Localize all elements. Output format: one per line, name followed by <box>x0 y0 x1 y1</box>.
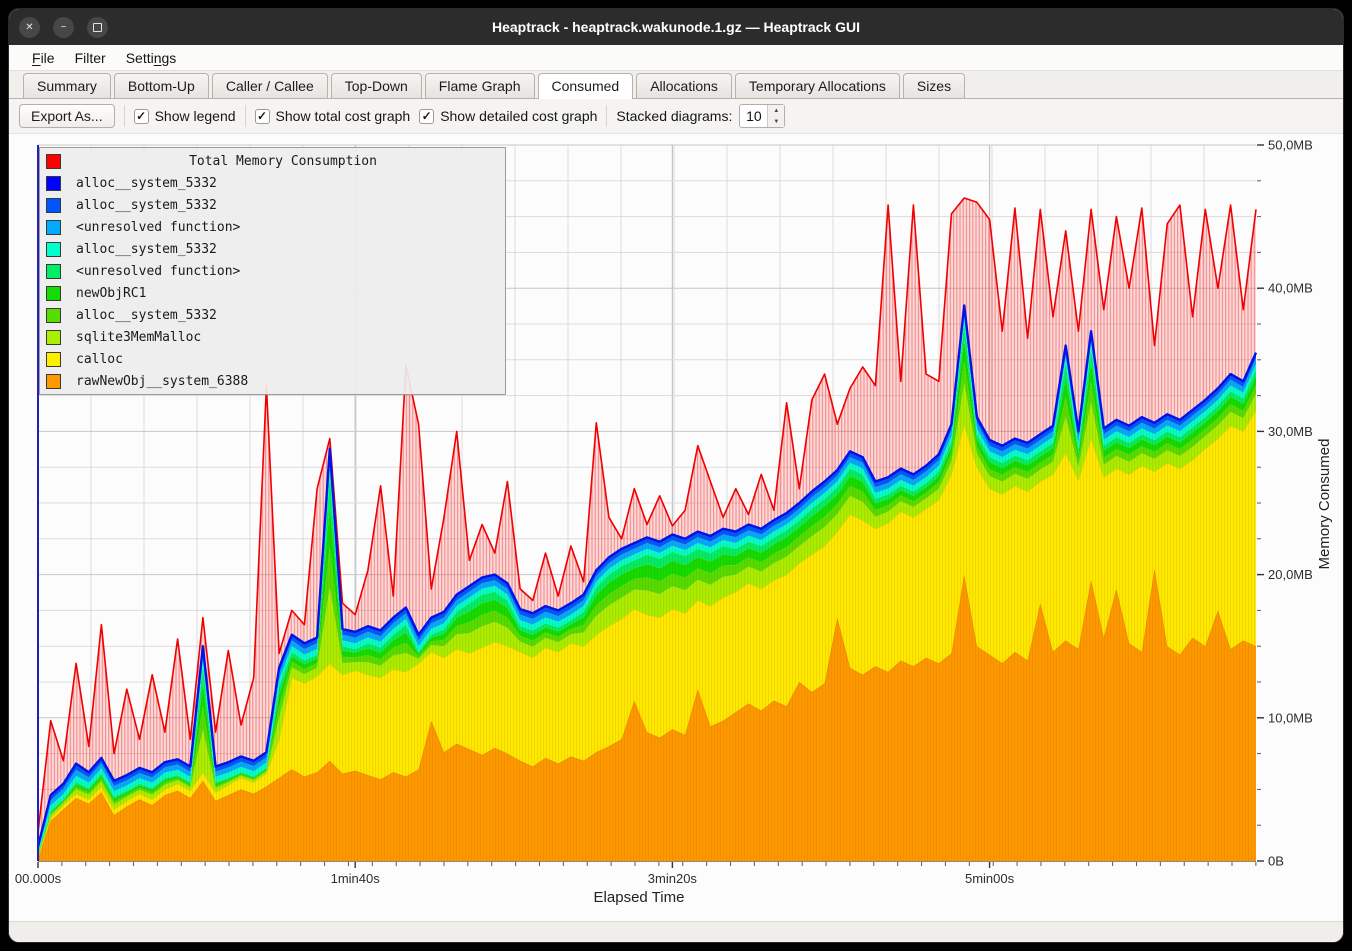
legend-label: alloc__system_5332 <box>76 241 217 257</box>
legend-label: <unresolved function> <box>76 219 241 235</box>
close-button[interactable]: ✕ <box>19 16 40 38</box>
stacked-diagrams-spinbox[interactable]: 10 ▲ ▼ <box>739 104 786 128</box>
tab-consumed[interactable]: Consumed <box>537 73 634 99</box>
legend-row: <unresolved function> <box>40 216 505 238</box>
close-icon: ✕ <box>25 21 34 33</box>
window-title: Heaptrack - heaptrack.wakunode.1.gz — He… <box>491 19 860 35</box>
svg-text:3min20s: 3min20s <box>648 871 698 886</box>
legend-swatch <box>46 263 61 279</box>
checkbox-box: ✓ <box>254 108 270 124</box>
legend-swatch <box>46 219 61 235</box>
legend-swatch <box>46 373 61 389</box>
legend-label: Total Memory Consumption <box>189 153 377 169</box>
svg-text:1min40s: 1min40s <box>331 871 381 886</box>
y-axis-title: Memory Consumed <box>1316 438 1333 570</box>
svg-text:5min00s: 5min00s <box>965 871 1015 886</box>
legend-swatch <box>46 241 61 257</box>
tab-bottom-up[interactable]: Bottom-Up <box>113 73 209 98</box>
checkmark-icon: ✓ <box>136 109 147 123</box>
menu-file[interactable]: File <box>32 49 55 66</box>
spinbox-value[interactable]: 10 <box>746 108 762 124</box>
stacked-diagrams-control: Stacked diagrams: 10 ▲ ▼ <box>616 104 786 128</box>
checkbox-show-detailed-cost-graph[interactable]: ✓ Show detailed cost graph <box>419 108 597 124</box>
checkbox-box: ✓ <box>419 108 435 124</box>
legend-swatch <box>46 197 61 213</box>
legend-row: alloc__system_5332 <box>40 194 505 216</box>
checkbox-show-legend[interactable]: ✓ Show legend <box>133 108 236 124</box>
stacked-diagrams-label: Stacked diagrams: <box>616 108 733 124</box>
legend-row: alloc__system_5332 <box>40 172 505 194</box>
legend-row: calloc <box>40 348 505 370</box>
legend-label: rawNewObj__system_6388 <box>76 373 249 389</box>
checkbox-box: ✓ <box>133 108 149 124</box>
checkbox-show-total-cost-graph[interactable]: ✓ Show total cost graph <box>254 108 410 124</box>
toolbar-separator <box>244 105 246 127</box>
svg-text:10,0MB: 10,0MB <box>1268 710 1313 725</box>
export-as-button[interactable]: Export As... <box>19 104 115 128</box>
tab-top-down[interactable]: Top-Down <box>330 73 422 98</box>
tab-temporary-allocations[interactable]: Temporary Allocations <box>734 73 900 98</box>
legend-swatch <box>46 285 61 301</box>
legend-swatch <box>46 351 61 367</box>
maximize-icon <box>93 22 102 32</box>
menubar: File Filter Settings <box>9 45 1343 71</box>
tab-flame-graph[interactable]: Flame Graph <box>424 73 535 98</box>
legend-swatch <box>46 175 61 191</box>
minimize-icon: − <box>60 21 67 33</box>
menu-filter[interactable]: Filter <box>74 49 106 66</box>
svg-text:0B: 0B <box>1268 854 1284 869</box>
tab-sizes[interactable]: Sizes <box>902 73 966 98</box>
legend-row: rawNewObj__system_6388 <box>40 370 505 392</box>
chart-legend: Total Memory Consumption alloc__system_53… <box>39 147 506 395</box>
menu-settings[interactable]: Settings <box>125 49 177 66</box>
titlebar[interactable]: ✕ − Heaptrack - heaptrack.wakunode.1.gz … <box>9 9 1343 45</box>
tab-caller-callee[interactable]: Caller / Callee <box>211 73 328 98</box>
svg-text:00.000s: 00.000s <box>15 871 62 886</box>
legend-row: Total Memory Consumption <box>40 150 505 172</box>
chart-area: 00.000s 1min40s 3min20s 5min00s 0B 10,0MB 20,0… <box>9 134 1343 921</box>
toolbar-separator <box>606 105 608 127</box>
legend-row: alloc__system_5332 <box>40 304 505 326</box>
legend-label: alloc__system_5332 <box>76 175 217 191</box>
svg-text:30,0MB: 30,0MB <box>1268 424 1313 439</box>
tab-summary[interactable]: Summary <box>23 73 111 98</box>
legend-label: sqlite3MemMalloc <box>76 329 202 345</box>
legend-swatch <box>46 329 61 345</box>
maximize-button[interactable] <box>87 16 108 38</box>
legend-row: newObjRC1 <box>40 282 505 304</box>
legend-row: alloc__system_5332 <box>40 238 505 260</box>
checkmark-icon: ✓ <box>421 109 432 123</box>
legend-swatch <box>46 153 61 169</box>
spin-up-button[interactable]: ▲ <box>768 105 785 116</box>
bottom-strip <box>9 921 1343 942</box>
legend-label: <unresolved function> <box>76 263 241 279</box>
toolbar-separator <box>123 105 125 127</box>
checkmark-icon: ✓ <box>257 109 268 123</box>
tab-bar: Summary Bottom-Up Caller / Callee Top-Down F… <box>9 71 1343 99</box>
window-controls: ✕ − <box>19 9 121 45</box>
minimize-button[interactable]: − <box>53 16 74 38</box>
legend-label: calloc <box>76 351 123 367</box>
tab-allocations[interactable]: Allocations <box>636 73 732 98</box>
legend-label: alloc__system_5332 <box>76 197 217 213</box>
svg-text:20,0MB: 20,0MB <box>1268 567 1313 582</box>
legend-row: sqlite3MemMalloc <box>40 326 505 348</box>
toolbar: Export As... ✓ Show legend ✓ Show total … <box>9 99 1343 134</box>
x-axis-title: Elapsed Time <box>593 889 685 906</box>
legend-swatch <box>46 307 61 323</box>
heaptrack-window: ✕ − Heaptrack - heaptrack.wakunode.1.gz … <box>8 8 1344 943</box>
legend-label: alloc__system_5332 <box>76 307 217 323</box>
svg-text:40,0MB: 40,0MB <box>1268 281 1313 296</box>
legend-row: <unresolved function> <box>40 260 505 282</box>
spin-down-button[interactable]: ▼ <box>768 116 785 127</box>
memory-consumption-chart[interactable]: 00.000s 1min40s 3min20s 5min00s 0B 10,0MB 20,0… <box>9 134 1344 905</box>
svg-text:50,0MB: 50,0MB <box>1268 138 1313 153</box>
legend-label: newObjRC1 <box>76 285 147 301</box>
